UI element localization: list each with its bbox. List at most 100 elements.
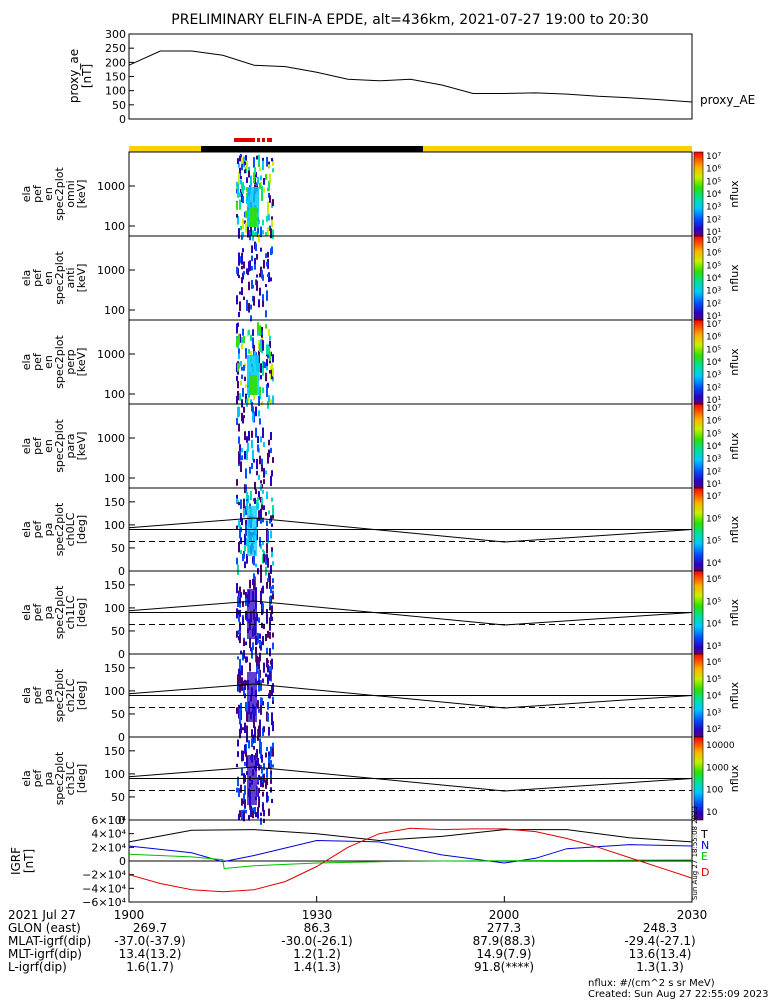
spectrogram-pixel	[260, 175, 262, 181]
spectrogram-pixel	[244, 799, 246, 809]
spectrogram-pixel	[258, 670, 260, 680]
igrf-legend-D: D	[701, 866, 709, 879]
colorbar-label: nflux	[728, 264, 741, 292]
sunlight-bar-right	[423, 146, 692, 152]
spectrogram-pixel	[267, 251, 269, 258]
spectrogram-pixel	[238, 353, 240, 360]
ae-legend-label: proxy_AE	[700, 93, 755, 107]
spectrogram-pixel	[241, 455, 243, 461]
spectrogram-pixel	[245, 529, 247, 537]
spectrogram-data	[236, 406, 274, 494]
spectrogram-pixel	[257, 436, 259, 444]
spectrogram-pixel	[237, 674, 239, 685]
spec-ylabel-line: pef	[31, 436, 44, 455]
spectrogram-pixel	[243, 296, 245, 301]
spec-ylabel-line: ela	[20, 354, 33, 371]
colorbar-tick-label: 10³	[706, 287, 721, 297]
spectrogram-pixel	[260, 817, 262, 825]
spectrogram-pixel	[251, 255, 253, 262]
pa-ytick-label: 50	[111, 625, 125, 638]
spectrogram-pixel	[270, 774, 272, 780]
spectrogram-pixel	[248, 393, 250, 398]
spectrogram-pixel	[239, 622, 241, 631]
spectrogram-pixel	[256, 459, 258, 470]
loss-cone-line	[128, 600, 693, 626]
spectrogram-pixel	[256, 182, 258, 186]
spectrogram-pixel	[255, 406, 257, 417]
spectrogram-pixel	[268, 763, 270, 769]
ephemeris-value: 1.6(1.7)	[126, 960, 174, 974]
spectrogram-pixel	[240, 380, 242, 386]
spectrogram-pixel	[243, 335, 245, 344]
spectrogram-pixel	[245, 680, 247, 686]
spectrogram-pixel	[250, 490, 252, 501]
spectrogram-pixel	[259, 738, 261, 749]
spec-ytick-label: 1000	[97, 348, 125, 361]
ae-ytick-label: 250	[105, 42, 126, 55]
spectrogram-pixel	[253, 745, 255, 750]
spectrogram-pixel	[239, 192, 241, 198]
ae-ytick-label: 100	[105, 85, 126, 98]
loss-cone-line	[128, 766, 693, 792]
spectrogram-pixel	[268, 346, 270, 356]
spectrogram-pixel	[237, 406, 239, 418]
spectrogram-pixel	[236, 763, 238, 768]
spectrogram-pixel	[252, 406, 254, 416]
spectrogram-pixel	[249, 662, 251, 667]
spectrogram-pixel	[260, 594, 262, 605]
spectrogram-pixel	[259, 183, 261, 189]
spectrogram-pixel	[270, 787, 272, 793]
colorbar-tick-label: 10⁶	[706, 575, 721, 585]
pa-ylabel-line: ch3LC	[64, 761, 77, 795]
colorbar	[693, 319, 704, 405]
spectrogram-pixel	[248, 261, 250, 266]
spectrogram-pixel	[256, 665, 258, 674]
spectrogram-data	[236, 241, 273, 322]
spectrogram-pixel	[268, 439, 270, 446]
colorbar-tick-label: 10⁴	[706, 358, 721, 368]
spectrogram-pixel	[271, 216, 273, 223]
spectrogram-pixel	[249, 664, 251, 672]
spectrogram-pixel	[259, 641, 261, 647]
spectrogram-pixel	[238, 635, 240, 641]
spectrogram-pixel	[241, 798, 243, 806]
spectrogram-pixel	[270, 399, 272, 405]
spectrogram-pixel	[270, 586, 272, 594]
spectrogram-pixel	[238, 423, 240, 432]
spectrogram-pixel	[242, 231, 244, 238]
spectrogram-pixel	[269, 518, 271, 524]
spectrogram-pixel	[236, 418, 238, 426]
spectrogram-pixel	[246, 501, 248, 511]
spectrogram-pixel	[238, 668, 240, 675]
colorbar-tick-label: 10⁷	[706, 152, 721, 162]
colorbar	[693, 403, 704, 489]
pa-ylabel-line: pef	[31, 520, 44, 539]
spectrogram-pixel	[267, 273, 269, 278]
spectrogram-pixel	[271, 219, 273, 228]
spectrogram-pixel	[239, 728, 241, 739]
igrf-series-D	[128, 827, 693, 893]
spectrogram-pixel	[260, 680, 262, 691]
colorbar	[693, 570, 704, 655]
spectrogram-pixel	[266, 344, 268, 355]
spectrogram-pixel	[259, 343, 261, 353]
spectrogram-pixel	[260, 705, 262, 715]
spectrogram-pixel	[256, 253, 258, 260]
spectrogram-pixel	[245, 701, 247, 712]
spec-ylabel-line: spec2plot	[53, 335, 66, 389]
colorbar-tick-label: 10⁷	[706, 404, 721, 414]
spectrogram-pixel	[256, 274, 258, 278]
igrf-ytick-label: 2×10⁴	[91, 841, 126, 854]
spectrogram-pixel	[260, 339, 262, 348]
spectrogram-pixel	[259, 167, 261, 172]
igrf-series-T	[128, 829, 693, 843]
spectrogram-pixel	[258, 474, 260, 480]
igrf-ylabel-2: [nT]	[22, 849, 36, 873]
spectrogram-pixel	[243, 589, 245, 595]
spectrogram-pixel	[272, 700, 274, 705]
spectrogram-pixel	[240, 550, 242, 555]
loss-cone-line	[128, 683, 693, 709]
